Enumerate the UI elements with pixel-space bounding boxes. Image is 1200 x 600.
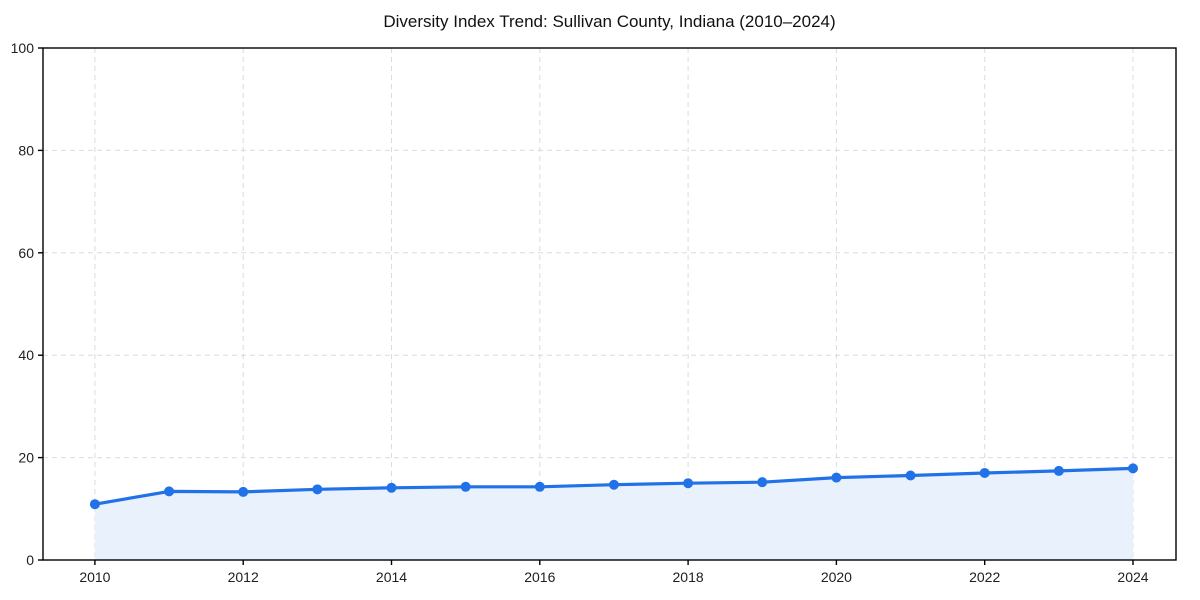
x-tick-label: 2016: [524, 569, 555, 585]
x-tick-label: 2010: [79, 569, 110, 585]
plot-border: [42, 47, 1177, 561]
data-point-2016: [534, 481, 545, 492]
y-tick-label: 80: [18, 142, 34, 158]
chart-title: Diversity Index Trend: Sullivan County, …: [383, 12, 836, 31]
data-point-2010: [89, 499, 100, 510]
x-tick-label: 2014: [376, 569, 407, 585]
x-tick-label: 2022: [969, 569, 1000, 585]
y-tick-label: 20: [18, 450, 34, 466]
data-point-2011: [164, 486, 175, 497]
data-point-2022: [979, 467, 990, 478]
data-point-2021: [905, 470, 916, 481]
data-point-2023: [1053, 465, 1064, 476]
x-tick-label: 2012: [228, 569, 259, 585]
data-point-2024: [1127, 463, 1138, 474]
y-tick-label: 0: [26, 552, 34, 568]
data-point-2017: [608, 479, 619, 490]
data-point-2013: [312, 484, 323, 495]
data-point-2012: [238, 486, 249, 497]
x-tick-label: 2018: [673, 569, 704, 585]
data-point-2018: [683, 478, 694, 489]
data-point-2015: [460, 481, 471, 492]
series-area-fill: [94, 468, 1133, 560]
x-tick-label: 2020: [821, 569, 852, 585]
y-tick-label: 100: [11, 40, 35, 56]
y-tick-label: 40: [18, 347, 34, 363]
data-point-2014: [386, 482, 397, 493]
data-point-2020: [831, 472, 842, 483]
data-point-2019: [757, 477, 768, 488]
y-tick-label: 60: [18, 245, 34, 261]
x-tick-label: 2024: [1117, 569, 1148, 585]
